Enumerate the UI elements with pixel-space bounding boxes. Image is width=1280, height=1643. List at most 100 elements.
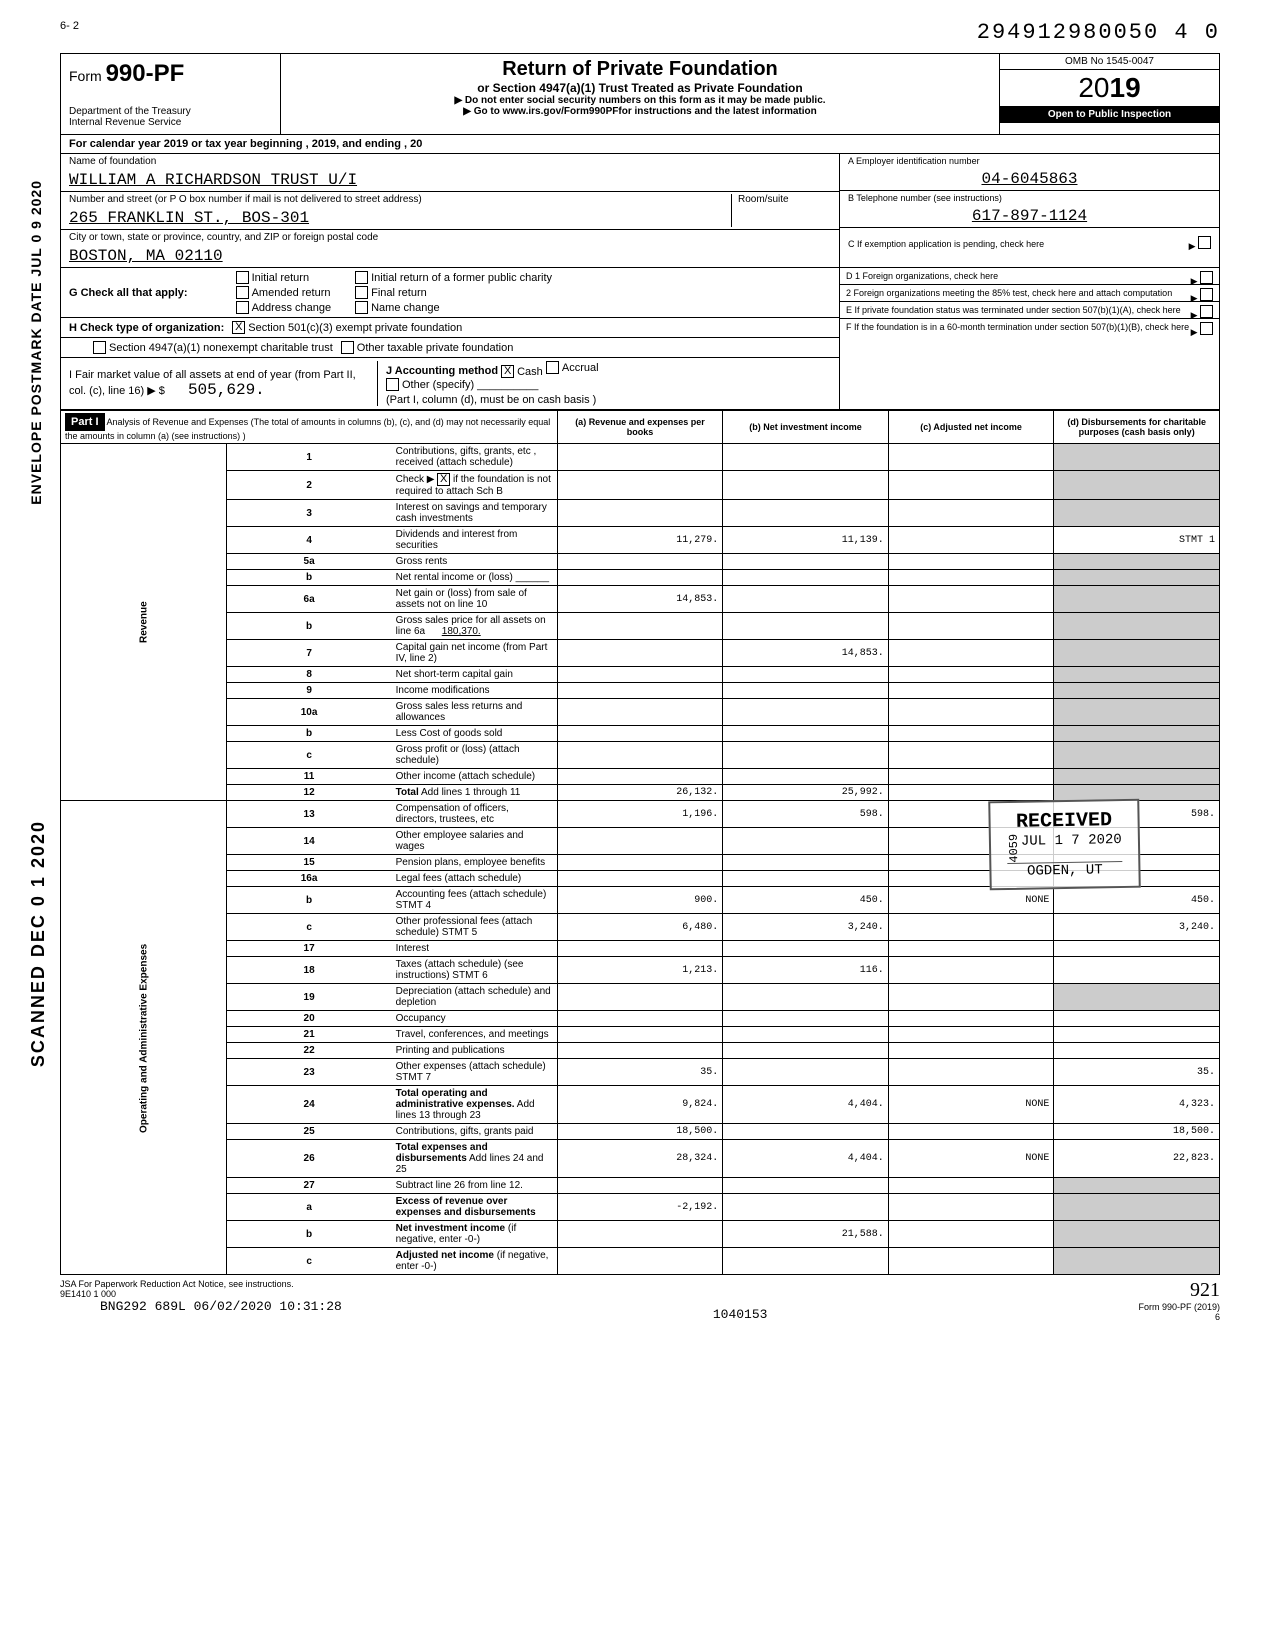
c-label: C If exemption application is pending, c… [848, 239, 1044, 249]
col-c-header: (c) Adjusted net income [888, 411, 1054, 444]
revenue-label: Revenue [61, 444, 227, 801]
omb-number: OMB No 1545-0047 [1000, 54, 1219, 70]
j-accrual[interactable]: Accrual [546, 361, 599, 374]
table-row: c Other professional fees (attach schedu… [61, 914, 1220, 941]
tax-year: 2019 [1000, 70, 1219, 106]
table-row: c Gross profit or (loss) (attach schedul… [61, 742, 1220, 769]
part1-title: Analysis of Revenue and Expenses (The to… [65, 417, 550, 441]
city-cell: City or town, state or province, country… [61, 230, 839, 267]
f-checkbox[interactable] [1200, 322, 1213, 335]
gh-row: G Check all that apply: Initial return I… [60, 268, 1220, 410]
table-row: 26 Total expenses and disbursements Add … [61, 1140, 1220, 1178]
table-row: b Net rental income or (loss) ______ [61, 570, 1220, 586]
phone-label: B Telephone number (see instructions) [848, 193, 1211, 203]
table-row: 17 Interest [61, 941, 1220, 957]
table-row: 6a Net gain or (loss) from sale of asset… [61, 586, 1220, 613]
table-row: 21 Travel, conferences, and meetings [61, 1027, 1220, 1043]
ein-cell: A Employer identification number 04-6045… [840, 154, 1219, 191]
table-row: 22 Printing and publications [61, 1043, 1220, 1059]
g-opt-4[interactable]: Final return [355, 286, 552, 299]
col-b-header: (b) Net investment income [723, 411, 889, 444]
side-postmark: ENVELOPE POSTMARK DATE JUL 0 9 2020 [28, 180, 44, 505]
table-row: 19 Depreciation (attach schedule) and de… [61, 984, 1220, 1011]
table-row: c Adjusted net income (if negative, ente… [61, 1248, 1220, 1275]
footer-left2: 9E1410 1 000 [60, 1289, 342, 1299]
h-opt-1[interactable]: Section 4947(a)(1) nonexempt charitable … [93, 341, 333, 354]
g-opt-2[interactable]: Address change [236, 301, 332, 314]
e-checkbox[interactable] [1200, 305, 1213, 318]
footer-left: JSA For Paperwork Reduction Act Notice, … [60, 1279, 342, 1289]
city-value: BOSTON, MA 02110 [69, 247, 831, 265]
j-label: J Accounting method [386, 365, 498, 377]
name-cell: Name of foundation WILLIAM A RICHARDSON … [61, 154, 839, 192]
table-row: 4 Dividends and interest from securities… [61, 527, 1220, 554]
header-mid: Return of Private Foundation or Section … [281, 54, 999, 134]
form-title: Return of Private Foundation [285, 58, 995, 81]
table-row: 11 Other income (attach schedule) [61, 769, 1220, 785]
g-opt-0[interactable]: Initial return [236, 271, 332, 284]
table-row: b Accounting fees (attach schedule) STMT… [61, 887, 1220, 914]
d2-cell: 2 Foreign organizations meeting the 85% … [840, 285, 1219, 302]
g-opt-1[interactable]: Amended return [236, 286, 332, 299]
row-h: H Check type of organization: XSection 5… [61, 318, 839, 338]
foundation-name: WILLIAM A RICHARDSON TRUST U/I [69, 171, 831, 189]
e-cell: E If private foundation status was termi… [840, 302, 1219, 319]
form-header: Form 990-PF Department of the Treasury I… [60, 53, 1220, 134]
calendar-year-row: For calendar year 2019 or tax year begin… [60, 134, 1220, 153]
part1-badge: Part I [65, 413, 105, 431]
form-subtitle-1: or Section 4947(a)(1) Trust Treated as P… [285, 81, 995, 95]
c-checkbox[interactable] [1198, 236, 1211, 249]
street-label: Number and street (or P O box number if … [69, 194, 731, 205]
c-cell: C If exemption application is pending, c… [840, 228, 1219, 260]
col-a-header: (a) Revenue and expenses per books [557, 411, 723, 444]
g-opt-3[interactable]: Initial return of a former public charit… [355, 271, 552, 284]
dept-label: Department of the Treasury Internal Reve… [69, 106, 272, 128]
side-scanned: SCANNED DEC 0 1 2020 [28, 820, 49, 1067]
table-row: 7 Capital gain net income (from Part IV,… [61, 640, 1220, 667]
received-stamp: RECEIVED 4059 JUL 1 7 2020 OGDEN, UT [988, 799, 1140, 890]
top-left-code: 6- 2 [60, 20, 79, 32]
d2-checkbox[interactable] [1200, 288, 1213, 301]
table-row: 12 Total Add lines 1 through 11 26,132. … [61, 785, 1220, 801]
g-opt-5[interactable]: Name change [355, 301, 552, 314]
phone-cell: B Telephone number (see instructions) 61… [840, 191, 1219, 228]
table-row: 8 Net short-term capital gain [61, 667, 1220, 683]
table-row: 3 Interest on savings and temporary cash… [61, 500, 1220, 527]
j-note: (Part I, column (d), must be on cash bas… [386, 394, 596, 406]
table-row: b Net investment income (if negative, en… [61, 1221, 1220, 1248]
form-subtitle-2: ▶ Do not enter social security numbers o… [285, 95, 995, 106]
table-row: 20 Occupancy [61, 1011, 1220, 1027]
opex-label: Operating and Administrative Expenses [61, 801, 227, 1275]
table-row: Revenue 1 Contributions, gifts, grants, … [61, 444, 1220, 471]
table-row: 24 Total operating and administrative ex… [61, 1086, 1220, 1124]
table-row: 10a Gross sales less returns and allowan… [61, 699, 1220, 726]
j-cash[interactable]: XCash [501, 365, 543, 378]
d1-checkbox[interactable] [1200, 271, 1213, 284]
table-row: 25 Contributions, gifts, grants paid 18,… [61, 1124, 1220, 1140]
h-opt-2[interactable]: Other taxable private foundation [341, 341, 514, 354]
table-row: 2 Check ▶ X if the foundation is not req… [61, 471, 1220, 500]
table-row: b Less Cost of goods sold [61, 726, 1220, 742]
top-right-code: 294912980050 4 0 [977, 20, 1220, 45]
top-codes-row: 6- 2 294912980050 4 0 [60, 20, 1220, 45]
col-d-header: (d) Disbursements for charitable purpose… [1054, 411, 1220, 444]
form-number: Form 990-PF [69, 60, 272, 88]
street-cell: Number and street (or P O box number if … [61, 192, 839, 230]
foundation-info-grid: Name of foundation WILLIAM A RICHARDSON … [60, 153, 1220, 268]
form-subtitle-3: ▶ Go to www.irs.gov/Form990PFfor instruc… [285, 106, 995, 117]
table-row: 9 Income modifications [61, 683, 1220, 699]
table-row: a Excess of revenue over expenses and di… [61, 1194, 1220, 1221]
city-label: City or town, state or province, country… [69, 232, 831, 243]
f-cell: F If the foundation is in a 60-month ter… [840, 319, 1219, 335]
open-public-box: Open to Public Inspection [1000, 106, 1219, 123]
row-g: G Check all that apply: Initial return I… [61, 268, 839, 318]
header-right: OMB No 1545-0047 2019 Open to Public Ins… [999, 54, 1219, 134]
table-row: 23 Other expenses (attach schedule) STMT… [61, 1059, 1220, 1086]
table-row: 27 Subtract line 26 from line 12. [61, 1178, 1220, 1194]
ein-label: A Employer identification number [848, 156, 1211, 166]
table-row: b Gross sales price for all assets on li… [61, 613, 1220, 640]
room-label: Room/suite [731, 194, 831, 227]
table-row: 18 Taxes (attach schedule) (see instruct… [61, 957, 1220, 984]
h-opt-0[interactable]: XSection 501(c)(3) exempt private founda… [232, 321, 462, 334]
j-other[interactable]: Other (specify) __________ [386, 378, 538, 391]
